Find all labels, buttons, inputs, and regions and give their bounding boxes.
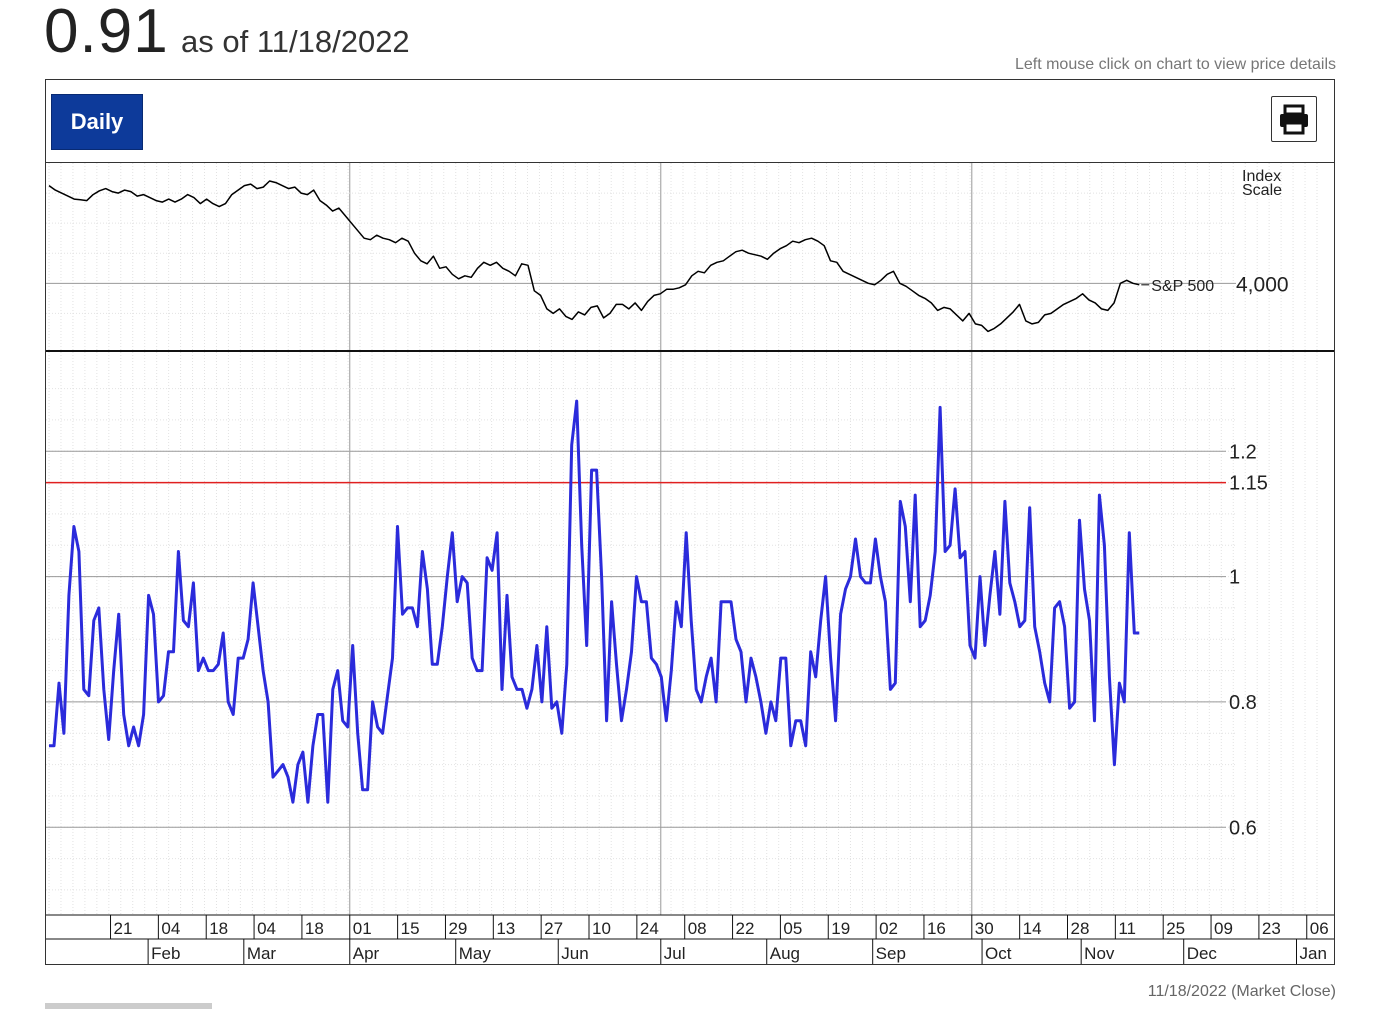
market-close-note: 11/18/2022 (Market Close)	[1147, 983, 1336, 1000]
y-tick-label: 1.2	[1229, 441, 1257, 463]
x-week-tick-label: 24	[640, 919, 659, 938]
x-week-tick-label: 19	[831, 919, 850, 938]
x-month-tick-label: Sep	[876, 944, 906, 963]
x-week-tick-label: 16	[927, 919, 946, 938]
x-week-tick-label: 10	[592, 919, 611, 938]
chart-frame[interactable]: 1.2 1.15 1 0.8 0.6 S&P 500 4,000 Index Scale 21 04…	[45, 79, 1335, 965]
x-week-tick-label: 04	[161, 919, 180, 938]
x-week-tick-label: 29	[448, 919, 467, 938]
index-scale-label: Scale	[1242, 182, 1282, 199]
print-button[interactable]	[1271, 96, 1317, 142]
x-week-tick-label: 15	[401, 919, 420, 938]
x-week-tick-label: 02	[879, 919, 898, 938]
x-week-tick-label: 28	[1071, 919, 1090, 938]
x-week-tick-label: 14	[1023, 919, 1042, 938]
y-tick-label: 1	[1229, 567, 1240, 589]
x-week-tick-label: 06	[1310, 919, 1329, 938]
x-week-tick-label: 11	[1118, 919, 1136, 938]
x-month-tick-label: Feb	[151, 944, 180, 963]
printer-icon	[1272, 97, 1316, 141]
indicator-value: 0.91	[44, 0, 169, 66]
y-tick-label: 0.6	[1229, 817, 1257, 839]
x-week-tick-label: 05	[783, 919, 802, 938]
x-month-tick-label: Nov	[1084, 944, 1115, 963]
chart-toolbar: Daily	[46, 80, 1334, 163]
x-week-tick-label: 08	[688, 919, 707, 938]
x-week-tick-label: 09	[1214, 919, 1233, 938]
x-week-tick-label: 30	[975, 919, 994, 938]
x-week-tick-label: 25	[1166, 919, 1185, 938]
x-month-tick-label: Aug	[770, 944, 800, 963]
indicator-series-line	[49, 399, 1140, 804]
x-week-tick-label: 27	[544, 919, 563, 938]
sp500-y-tick: 4,000	[1236, 273, 1289, 296]
as-of-date: as of 11/18/2022	[181, 24, 410, 59]
x-month-tick-label: Jan	[1299, 944, 1326, 963]
x-week-tick-label: 04	[257, 919, 276, 938]
daily-button[interactable]: Daily	[51, 94, 143, 150]
y-tick-label: 1.15	[1229, 473, 1268, 495]
x-month-tick-label: Jul	[664, 944, 686, 963]
x-week-tick-label: 18	[209, 919, 228, 938]
y-tick-label: 0.8	[1229, 692, 1257, 714]
x-month-tick-label: Apr	[353, 944, 380, 963]
x-month-tick-label: Mar	[247, 944, 277, 963]
x-week-tick-label: 23	[1262, 919, 1281, 938]
chart-hint: Left mouse click on chart to view price …	[1014, 56, 1336, 73]
x-week-tick-label: 13	[496, 919, 515, 938]
horizontal-scrollbar[interactable]	[45, 1003, 212, 1009]
x-week-tick-label: 22	[736, 919, 755, 938]
x-week-tick-label: 01	[353, 919, 372, 938]
x-week-tick-label: 21	[114, 919, 133, 938]
x-week-tick-label: 18	[305, 919, 324, 938]
sp500-label: S&P 500	[1151, 278, 1214, 295]
x-month-tick-label: Dec	[1187, 944, 1218, 963]
index-scale-label: Index	[1242, 168, 1281, 185]
x-month-tick-label: May	[459, 944, 492, 963]
x-month-tick-label: Jun	[561, 944, 588, 963]
x-month-tick-label: Oct	[985, 944, 1012, 963]
sp500-series-line	[48, 180, 1140, 333]
